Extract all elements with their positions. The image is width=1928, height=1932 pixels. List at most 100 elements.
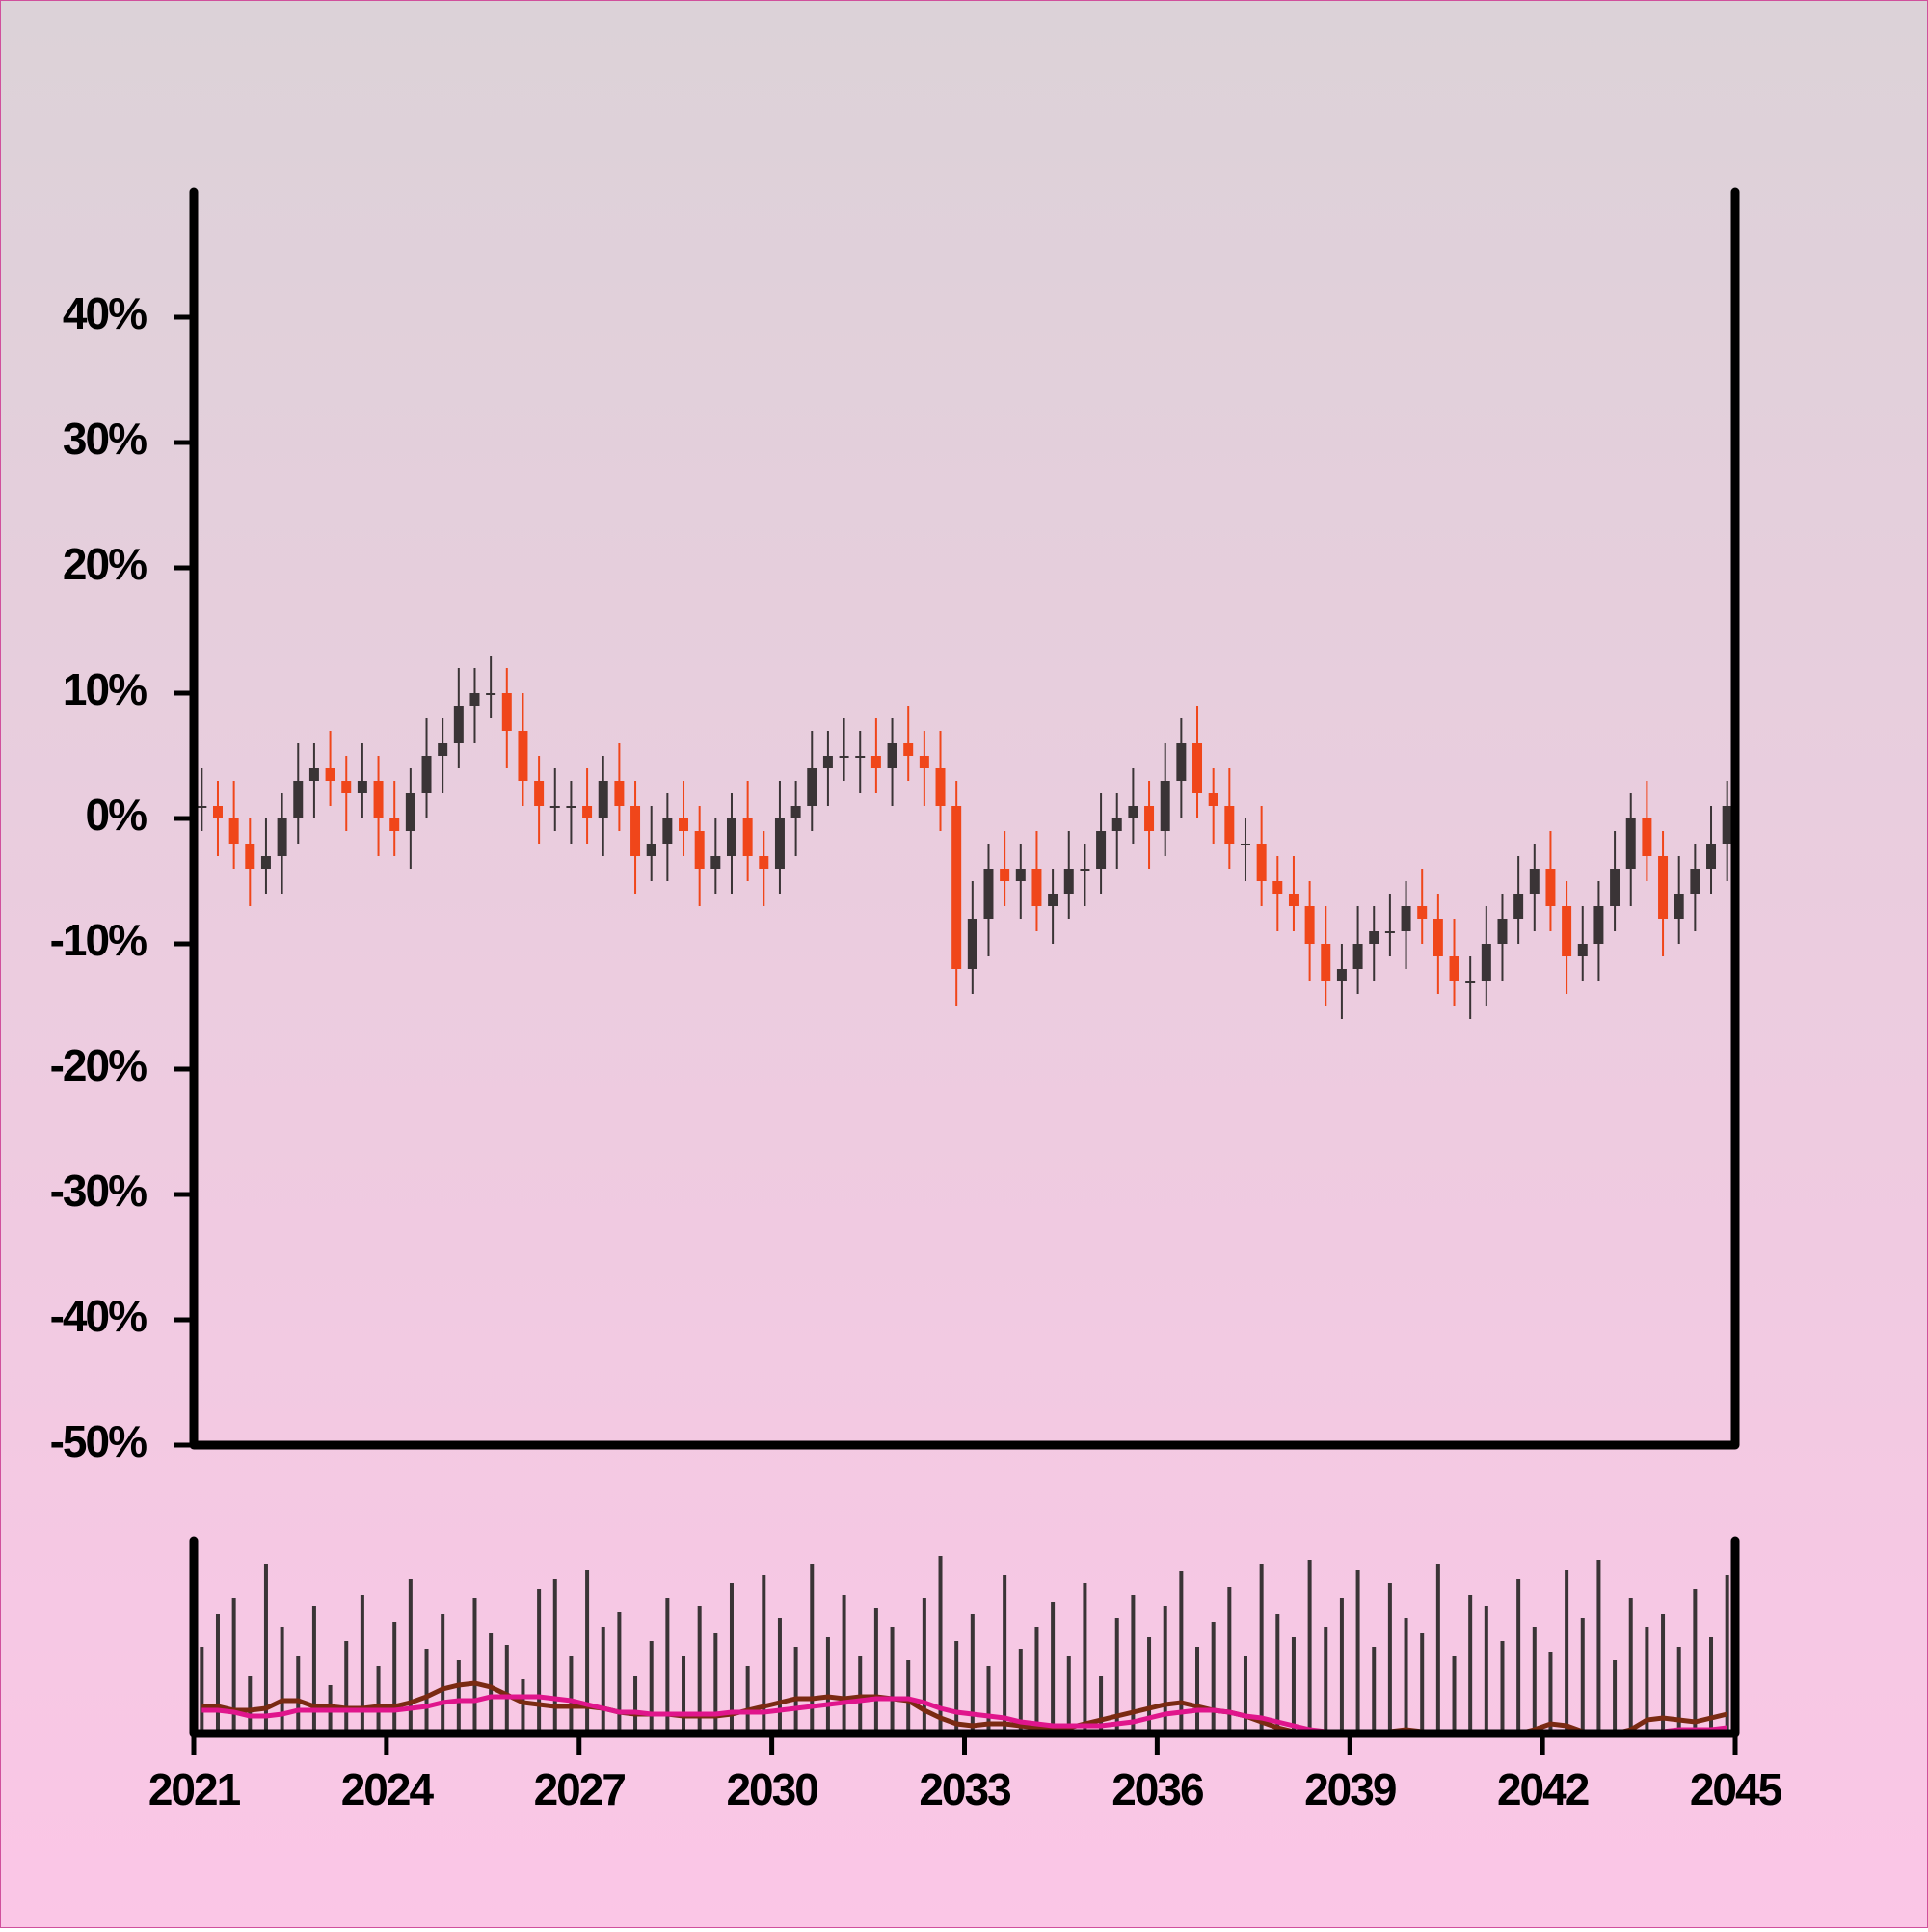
volume-bar xyxy=(745,1666,750,1733)
y-tick-label: -10% xyxy=(50,915,147,965)
volume-bar xyxy=(970,1614,975,1733)
volume-bar xyxy=(1452,1656,1457,1733)
candle-body xyxy=(357,781,367,793)
volume-ma-line xyxy=(201,1694,1727,1736)
candle-body xyxy=(549,806,560,808)
volume-bar xyxy=(1018,1649,1023,1733)
candle-body xyxy=(308,768,319,781)
candle-body xyxy=(501,693,512,731)
volume-bar xyxy=(649,1641,654,1733)
volume-bar xyxy=(810,1564,815,1733)
x-tick-label: 2033 xyxy=(919,1764,1010,1814)
y-tick-label: 0% xyxy=(86,790,147,840)
volume-bar xyxy=(231,1598,236,1733)
volume-bar xyxy=(873,1608,878,1733)
volume-bar xyxy=(1532,1627,1537,1733)
volume-bar xyxy=(986,1666,991,1733)
candle-body xyxy=(1706,844,1717,869)
candle-body xyxy=(293,781,304,818)
candle-body xyxy=(1272,881,1283,894)
candle-body xyxy=(405,793,415,831)
candle-body xyxy=(646,844,656,856)
candle-body xyxy=(389,818,400,831)
volume-bar xyxy=(1420,1633,1425,1733)
volume-bar xyxy=(280,1627,284,1733)
candle-body xyxy=(197,806,207,808)
volume-bar xyxy=(569,1656,574,1733)
candle-body xyxy=(1000,869,1010,881)
volume-bar xyxy=(1179,1571,1184,1733)
volume-bar xyxy=(954,1641,959,1733)
volume-bar xyxy=(1484,1606,1488,1733)
volume-bar xyxy=(938,1556,943,1733)
candle-body xyxy=(228,818,239,844)
volume-bar xyxy=(248,1676,253,1733)
candle-body xyxy=(1562,906,1572,956)
candle-body xyxy=(598,781,608,818)
candle-body xyxy=(694,831,705,869)
volume-bar xyxy=(441,1614,445,1733)
candle-body xyxy=(1015,869,1026,881)
volume-bar xyxy=(1613,1660,1618,1733)
volume-bar xyxy=(890,1627,895,1733)
candle-body xyxy=(1224,806,1235,844)
x-tick-label: 2021 xyxy=(148,1764,241,1814)
candle-body xyxy=(855,756,866,758)
candle-body xyxy=(1610,869,1620,906)
volume-bar xyxy=(825,1637,830,1733)
volume-bar xyxy=(1628,1598,1633,1733)
volume-bar xyxy=(665,1598,670,1733)
candle-body xyxy=(1690,869,1700,894)
volume-bar xyxy=(922,1598,926,1733)
candle-body xyxy=(325,768,335,781)
candle-body xyxy=(1144,806,1155,831)
candle-body xyxy=(679,818,689,831)
volume-bar xyxy=(408,1579,413,1733)
candle-body xyxy=(903,743,914,756)
candle-body xyxy=(662,818,673,844)
volume-bar xyxy=(617,1612,622,1733)
volume-bar xyxy=(842,1595,846,1733)
volume-bar xyxy=(1243,1656,1247,1733)
volume-bar xyxy=(1516,1579,1521,1733)
volume-bar xyxy=(200,1647,204,1733)
x-tick-label: 2045 xyxy=(1690,1764,1782,1814)
volume-bar xyxy=(633,1676,638,1733)
volume-bar xyxy=(1676,1647,1681,1733)
volume-bar xyxy=(1355,1570,1360,1733)
axis-frame xyxy=(189,1536,1740,1738)
volume-bar xyxy=(1372,1647,1377,1733)
candle-body xyxy=(951,806,962,969)
volume-bar xyxy=(762,1575,766,1733)
volume-bar xyxy=(713,1633,718,1733)
candle-body xyxy=(1336,969,1347,981)
volume-bar xyxy=(1468,1595,1473,1733)
candle-body xyxy=(1176,743,1187,781)
candle-body xyxy=(742,818,753,856)
volume-bar xyxy=(777,1618,782,1733)
candle-body xyxy=(887,743,897,768)
candle-body xyxy=(1096,831,1107,869)
volume-bar xyxy=(1661,1614,1666,1733)
volume-bar xyxy=(392,1622,397,1733)
volume-bar xyxy=(263,1564,268,1733)
candle-body xyxy=(1192,743,1203,793)
candle-body xyxy=(1256,844,1267,881)
volume-bar xyxy=(697,1606,702,1733)
candle-body xyxy=(421,756,432,793)
volume-bar xyxy=(1034,1627,1039,1733)
volume-bar xyxy=(1565,1570,1569,1733)
candle-body xyxy=(1449,956,1459,981)
candle-body xyxy=(614,781,625,806)
candle-body xyxy=(453,706,464,743)
candle-body xyxy=(1481,944,1491,981)
y-tick-label: 20% xyxy=(63,539,147,589)
candle-body xyxy=(1674,894,1684,919)
volume-bar xyxy=(1275,1614,1280,1733)
y-tick-label: 40% xyxy=(63,288,147,338)
candle-body xyxy=(1321,944,1331,981)
volume-bar xyxy=(1339,1598,1344,1733)
volume-bar xyxy=(296,1656,301,1733)
candle-body xyxy=(1240,844,1250,845)
y-tick-label: 10% xyxy=(63,664,147,714)
